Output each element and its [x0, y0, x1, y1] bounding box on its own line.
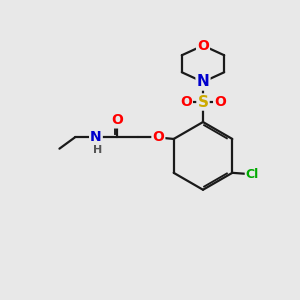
Text: N: N	[90, 130, 102, 145]
Text: Cl: Cl	[246, 168, 259, 181]
Text: O: O	[197, 38, 209, 52]
Text: S: S	[197, 94, 208, 110]
Text: O: O	[152, 130, 164, 145]
Text: O: O	[214, 95, 226, 109]
Text: O: O	[180, 95, 192, 109]
Text: O: O	[111, 113, 123, 128]
Text: H: H	[93, 145, 102, 155]
Text: N: N	[196, 74, 209, 89]
